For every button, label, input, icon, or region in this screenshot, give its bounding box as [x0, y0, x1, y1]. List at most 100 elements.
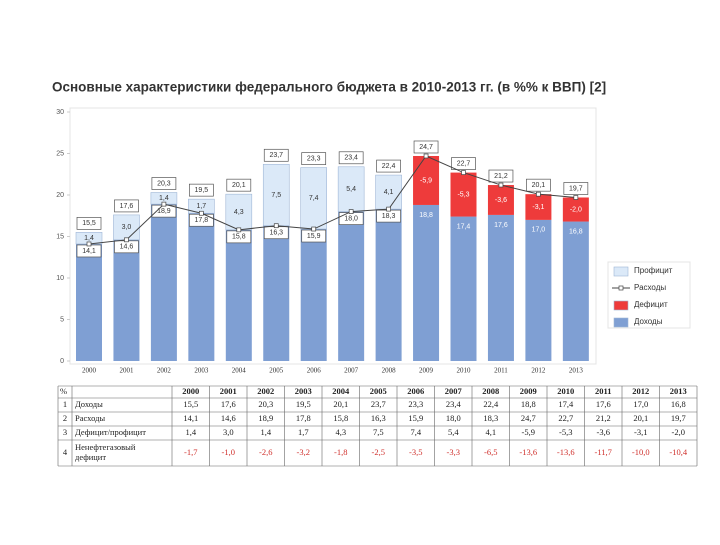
x-tick-label: 2000	[82, 367, 97, 375]
table-cell: 23,7	[371, 399, 386, 409]
data-label: 1,4	[84, 235, 94, 242]
data-label: 19,5	[195, 187, 209, 194]
expenses-marker	[124, 237, 129, 243]
data-label: 18,3	[382, 213, 396, 220]
row-number: 3	[63, 427, 67, 437]
bar	[225, 229, 252, 361]
table-header: 2011	[595, 386, 612, 396]
expenses-marker	[86, 241, 92, 247]
data-label: 17,6	[494, 222, 508, 229]
table-cell: -5,9	[522, 427, 535, 437]
bar	[413, 204, 440, 361]
legend-label: Доходы	[634, 317, 663, 326]
table-header: 2007	[445, 386, 463, 396]
expenses-marker	[536, 191, 541, 197]
data-label: 22,4	[382, 163, 396, 170]
table-corner: %	[60, 386, 67, 396]
table-cell: 17,6	[596, 399, 611, 409]
data-label: 17,6	[120, 203, 134, 210]
table-header: 2010	[557, 386, 574, 396]
deficit-segment	[450, 172, 477, 217]
label-box	[301, 152, 327, 165]
table-cell: 16,8	[671, 399, 686, 409]
table-cell: 20,1	[333, 399, 348, 409]
data-label: 20,1	[232, 182, 246, 189]
y-tick-label: 25	[56, 150, 64, 157]
table-cell: 4,1	[485, 427, 496, 437]
data-label: 7,4	[309, 195, 319, 202]
data-label: 14,6	[120, 244, 134, 251]
table-cell: 1,4	[185, 427, 196, 437]
x-tick-label: 2003	[194, 367, 209, 375]
table-cell: -1,0	[222, 447, 235, 457]
legend-swatch	[613, 300, 629, 311]
x-tick-label: 2006	[307, 367, 322, 375]
label-box	[338, 151, 364, 165]
y-tick-label: 30	[56, 109, 64, 116]
deficit-segment	[525, 194, 552, 220]
x-tick-label: 2013	[569, 367, 584, 375]
legend-frame	[607, 261, 691, 329]
bar	[375, 209, 402, 361]
data-label: 1,7	[196, 203, 206, 210]
table-cell: 1,4	[260, 427, 271, 437]
label-box	[526, 178, 551, 192]
bar	[263, 225, 290, 361]
table-cell: -3,3	[447, 447, 460, 457]
data-label: 15,9	[307, 233, 321, 240]
row-name: Дефицит/профицит	[75, 427, 146, 437]
data-label: 22,7	[457, 160, 471, 167]
y-tick-label: 15	[56, 233, 64, 240]
table-cell: 1,7	[298, 427, 309, 437]
data-label: 23,7	[269, 152, 283, 159]
data-label: -3,6	[495, 197, 507, 204]
legend-label: Дефицит	[634, 300, 668, 309]
table-header: 2006	[407, 386, 424, 396]
expenses-line	[88, 155, 576, 245]
expenses-marker	[236, 227, 242, 233]
table-cell: -5,3	[559, 427, 572, 437]
row-number: 4	[63, 447, 68, 457]
table-cell: 19,7	[671, 413, 686, 423]
x-tick-label: 2011	[494, 367, 508, 375]
label-box	[226, 178, 252, 192]
table-cell: 17,8	[296, 413, 311, 423]
x-tick-label: 2012	[531, 367, 546, 375]
expenses-marker	[199, 210, 204, 216]
table-cell: -13,6	[519, 447, 537, 457]
data-label: 16,8	[569, 228, 583, 235]
table-cell: 17,0	[633, 399, 648, 409]
data-label: 20,1	[532, 182, 546, 189]
data-label: 24,7	[419, 144, 433, 151]
deficit-segment	[562, 197, 589, 222]
table-cell: 23,3	[408, 399, 423, 409]
table-header: 2009	[520, 386, 537, 396]
table-cell: -3,2	[297, 447, 310, 457]
table-header: 2002	[257, 386, 274, 396]
bar	[113, 239, 140, 361]
bar	[300, 229, 327, 361]
table-cell: 24,7	[521, 413, 536, 423]
data-label: 20,3	[157, 180, 171, 187]
deficit-segment	[487, 185, 514, 215]
table-cell: 7,4	[410, 427, 421, 437]
table-cell: 20,3	[258, 399, 273, 409]
x-tick-label: 2001	[119, 367, 134, 375]
x-tick-label: 2009	[419, 367, 434, 375]
table-cell: -1,7	[184, 447, 197, 457]
bar	[338, 211, 365, 361]
table-cell: -1,8	[334, 447, 347, 457]
data-label: 15,5	[82, 220, 96, 227]
data-label: 23,3	[307, 155, 321, 162]
table-cell: 3,0	[223, 427, 234, 437]
data-label: 5,4	[346, 186, 356, 193]
plot-frame	[69, 107, 597, 365]
bar	[188, 213, 215, 361]
table-cell: 15,8	[333, 413, 348, 423]
table-cell: 17,4	[558, 399, 574, 409]
label-box	[413, 140, 439, 154]
data-label: 21,2	[494, 173, 508, 180]
legend-label: Расходы	[634, 283, 666, 292]
expenses-marker	[386, 206, 391, 212]
data-label: 18,8	[419, 212, 433, 219]
